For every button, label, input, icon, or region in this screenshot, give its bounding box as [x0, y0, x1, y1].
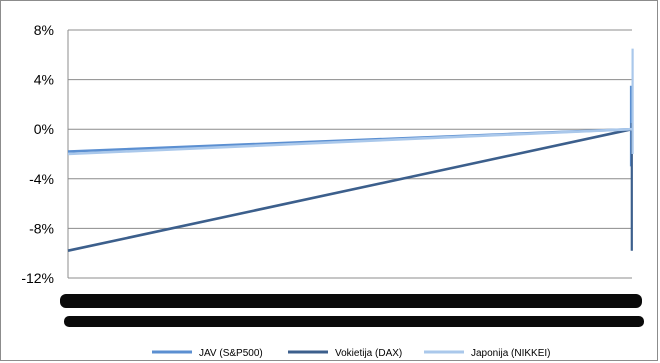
- y-tick-label: 8%: [34, 22, 54, 38]
- x-tick-labels-row-2: [64, 316, 644, 327]
- y-tick-label: 0%: [34, 121, 54, 137]
- y-tick-label: -8%: [29, 220, 54, 236]
- legend: JAV (S&P500) Vokietija (DAX) Japonija (NIK…: [152, 348, 550, 359]
- series-line-1: [67, 127, 633, 252]
- legend-label-2: Japonija (NIKKEI): [471, 348, 550, 359]
- gridlines: [68, 29, 632, 279]
- y-tick-label: -4%: [29, 171, 54, 187]
- y-tick-label: 4%: [34, 72, 54, 88]
- x-axis-tick-labels: [60, 294, 644, 327]
- axes: [67, 30, 632, 279]
- x-tick-labels-row-1: [60, 294, 642, 308]
- y-tick-label: -12%: [21, 270, 54, 286]
- series-lines: [67, 48, 634, 252]
- legend-label-0: JAV (S&P500): [199, 348, 263, 359]
- y-axis-ticks: 8% 4% 0% -4% -8% -12%: [21, 22, 54, 286]
- legend-label-1: Vokietija (DAX): [335, 348, 402, 359]
- series-line-2: [67, 127, 633, 156]
